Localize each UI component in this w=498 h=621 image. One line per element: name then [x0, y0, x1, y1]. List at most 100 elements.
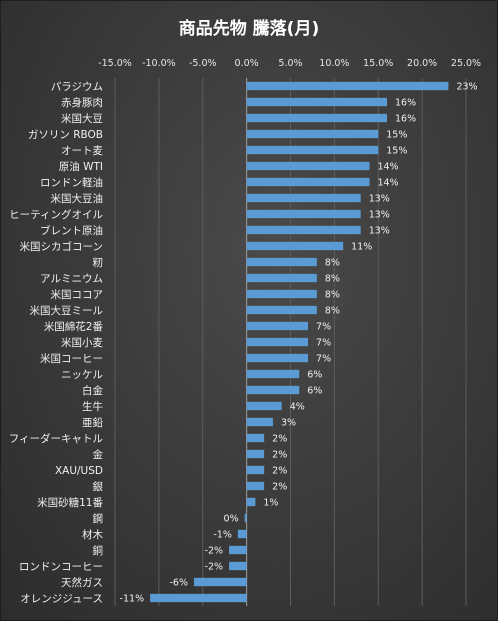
category-label: 米国大豆ミール	[30, 304, 104, 317]
category-label: 籾	[93, 257, 104, 269]
value-label: 8%	[325, 274, 340, 285]
bar	[150, 593, 247, 603]
category-label: ブレント原油	[40, 224, 103, 237]
bar	[244, 513, 247, 523]
bar	[246, 273, 317, 283]
x-tick-label: 5.0%	[278, 58, 302, 69]
bar	[246, 369, 300, 379]
bar	[246, 401, 282, 411]
bar	[246, 241, 344, 251]
category-label: 米国砂糖11番	[37, 496, 103, 509]
category-label: 材木	[82, 528, 103, 541]
category-label: 米国小麦	[61, 336, 103, 349]
category-label: 天然ガス	[61, 576, 103, 589]
bar	[246, 257, 317, 267]
value-label: -2%	[205, 546, 224, 557]
category-label: ヒーティングオイル	[9, 208, 103, 221]
category-label: 金	[93, 448, 104, 461]
bar	[229, 561, 247, 571]
value-label: 15%	[386, 146, 407, 157]
x-tick-label: -5.0%	[189, 58, 217, 69]
bar	[246, 145, 379, 155]
chart-title: 商品先物 騰落(月)	[178, 19, 320, 39]
value-label: 16%	[395, 114, 416, 125]
bar	[246, 129, 379, 139]
value-label: 8%	[325, 306, 340, 317]
value-label: 8%	[325, 290, 340, 301]
value-label: 4%	[290, 402, 305, 413]
bar	[246, 305, 317, 315]
x-tick-label: 15.0%	[363, 58, 393, 69]
category-label: フィーダーキャトル	[9, 432, 103, 445]
bar	[246, 337, 309, 347]
bar	[229, 545, 247, 555]
value-label: 16%	[395, 98, 416, 109]
value-label: 6%	[307, 370, 322, 381]
category-label: 米国シカゴコーン	[20, 240, 103, 253]
category-label: 米国ココア	[51, 288, 104, 301]
bar	[246, 321, 309, 331]
bar	[237, 529, 247, 539]
category-label: パラジウム	[51, 81, 103, 93]
value-label: -11%	[120, 594, 145, 605]
bar	[246, 417, 273, 427]
bar	[246, 481, 265, 491]
value-label: 2%	[272, 450, 287, 461]
value-label: 7%	[316, 338, 331, 349]
bar	[246, 497, 256, 507]
category-label: ニッケル	[61, 369, 103, 381]
value-label: 0%	[224, 514, 239, 525]
category-label: 原油 WTI	[59, 160, 103, 173]
category-label: ロンドンコーヒー	[19, 561, 103, 573]
category-label: 鋼	[93, 512, 104, 525]
bar	[193, 577, 247, 587]
bar	[246, 113, 388, 123]
category-label: オート麦	[61, 145, 103, 157]
bar	[246, 465, 265, 475]
category-label: ガソリン RBOB	[28, 129, 103, 141]
value-label: 11%	[351, 242, 372, 253]
value-label: 6%	[307, 386, 322, 397]
value-label: 13%	[369, 226, 390, 237]
category-label: オレンジジュース	[20, 593, 103, 605]
x-tick-label: -10.0%	[142, 58, 176, 69]
x-tick-label: 25.0%	[451, 58, 481, 69]
value-label: 15%	[386, 130, 407, 141]
value-label: 2%	[272, 466, 287, 477]
bar	[246, 209, 361, 219]
category-label: 生牛	[82, 400, 103, 413]
x-tick-label: 20.0%	[407, 58, 437, 69]
value-label: 14%	[377, 178, 398, 189]
category-label: アルミニウム	[40, 273, 103, 285]
category-label: XAU/USD	[55, 465, 103, 477]
value-label: 1%	[263, 498, 278, 509]
bar	[246, 193, 361, 203]
bar	[246, 353, 309, 363]
bar	[246, 433, 265, 443]
value-label: 2%	[272, 434, 287, 445]
category-label: 銀	[93, 480, 104, 493]
value-label: 13%	[369, 194, 390, 205]
category-label: 米国コーヒー	[40, 352, 103, 365]
bar	[246, 177, 370, 187]
category-label: 米国大豆油	[51, 192, 104, 205]
bar	[246, 97, 388, 107]
bar	[246, 225, 361, 235]
value-label: -2%	[205, 562, 224, 573]
category-label: 白金	[82, 384, 103, 397]
bar	[246, 161, 370, 171]
value-label: 14%	[377, 162, 398, 173]
x-tick-label: 10.0%	[319, 58, 349, 69]
category-label: 亜鉛	[82, 416, 103, 429]
category-label: 赤身豚肉	[61, 96, 103, 109]
bar	[246, 385, 300, 395]
x-tick-label: 0.0%	[235, 58, 259, 69]
value-label: 7%	[316, 354, 331, 365]
category-label: 銅	[93, 544, 104, 557]
value-label: 13%	[369, 210, 390, 221]
bar	[246, 289, 317, 299]
x-tick-label: -15.0%	[98, 58, 132, 69]
bar	[246, 449, 265, 459]
value-label: -1%	[213, 530, 232, 541]
